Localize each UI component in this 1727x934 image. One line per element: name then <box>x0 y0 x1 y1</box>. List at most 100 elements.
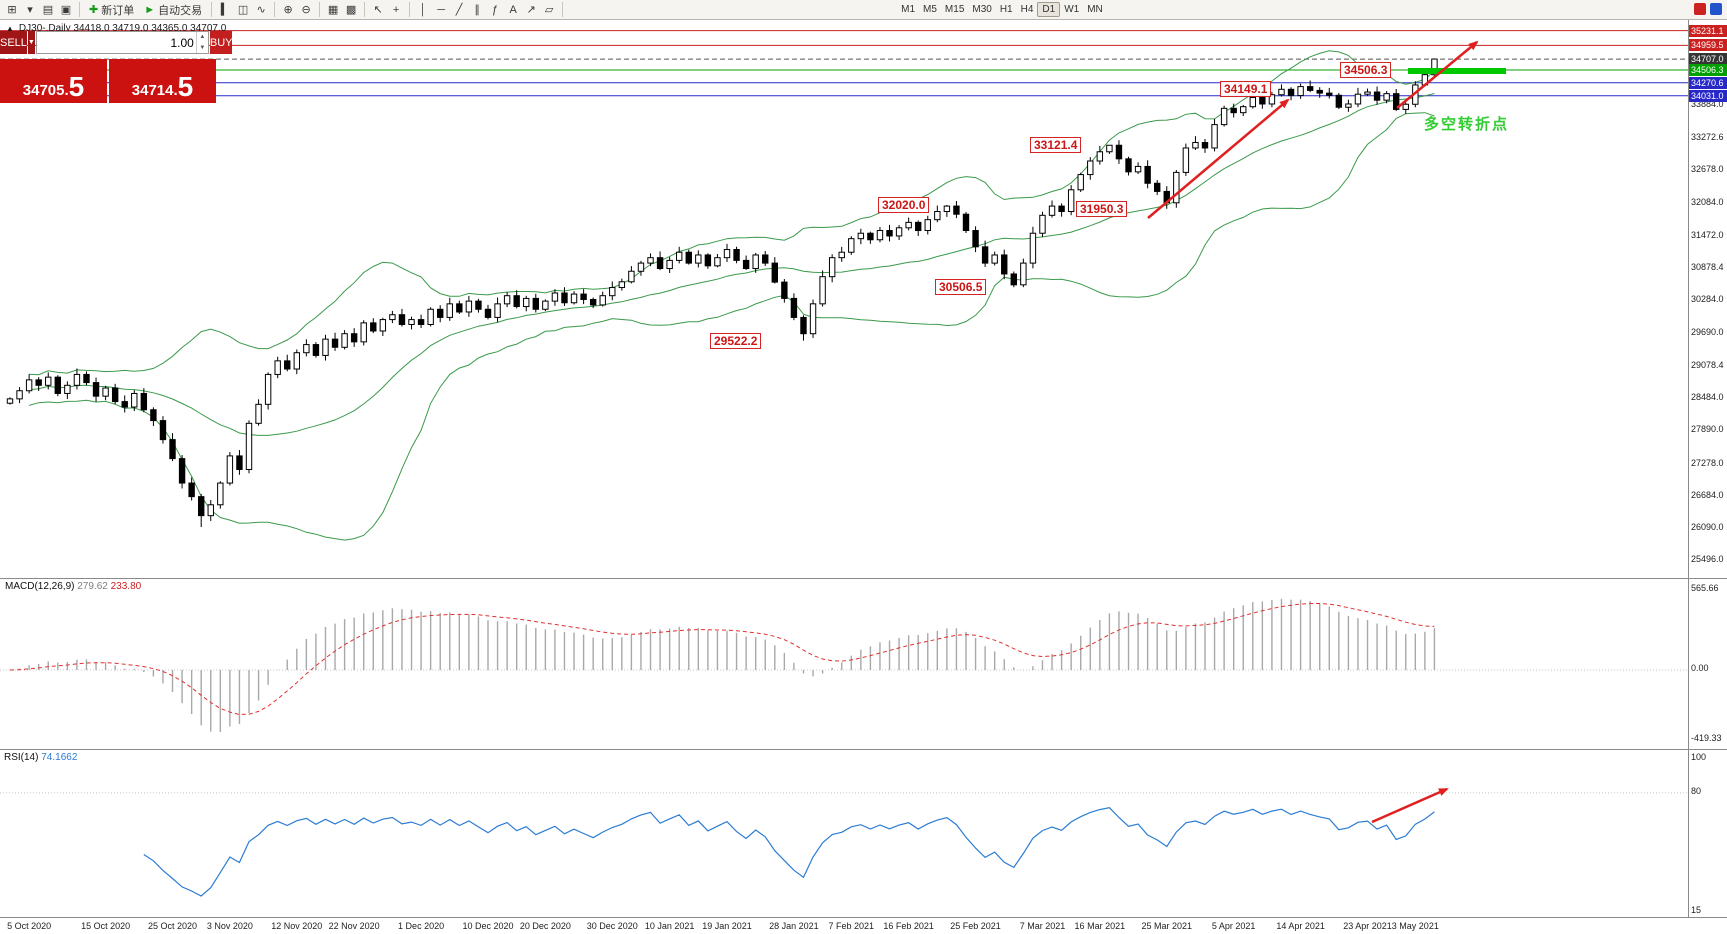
candle-body <box>828 257 836 278</box>
candlestick-chart-icon[interactable]: ◫ <box>237 4 249 16</box>
period-button-W1[interactable]: W1 <box>1064 4 1080 15</box>
auto-trading-button-icon: ► <box>144 3 156 16</box>
time-axis-label: 22 Nov 2020 <box>328 921 380 931</box>
chart-list-dropdown-icon[interactable]: ▾ <box>27 4 33 16</box>
period-button-M30[interactable]: M30 <box>972 4 992 15</box>
tile-windows-icon[interactable]: ▦ <box>327 4 339 16</box>
lot-size-stepper[interactable]: ▲ ▼ <box>195 32 208 53</box>
arrow-tool-icon[interactable]: ↗ <box>526 4 536 16</box>
candle-body <box>131 392 138 408</box>
price-annotation[interactable]: 32020.0 <box>878 196 930 213</box>
price-annotation[interactable]: 30506.5 <box>935 279 987 296</box>
bollinger-band-line[interactable] <box>29 50 1435 376</box>
trend-note[interactable]: 多空转折点 <box>1424 116 1510 133</box>
order-type-dropdown-icon[interactable]: ▼ <box>27 31 35 54</box>
zoom-in-icon[interactable]: ⊕ <box>283 4 293 16</box>
time-axis-label: 28 Jan 2021 <box>769 921 819 931</box>
crosshair-icon[interactable]: + <box>392 3 400 16</box>
price-annotation[interactable]: 34506.3 <box>1340 61 1392 78</box>
new-order-button[interactable]: ✚ 新订单 <box>84 2 139 18</box>
price-annotation[interactable]: 33121.4 <box>1030 137 1082 154</box>
sell-price-box[interactable]: 34705. 5 <box>0 59 107 103</box>
candle-body <box>226 455 234 484</box>
candle-body <box>360 322 367 343</box>
symbol-marker-icon: ▲ <box>6 24 14 33</box>
period-button-M15[interactable]: M15 <box>944 4 965 15</box>
period-button-MN[interactable]: MN <box>1087 4 1103 15</box>
candle-body <box>1393 93 1400 110</box>
candle-body <box>494 303 501 318</box>
candle-body <box>341 333 348 348</box>
misc-window-icon-blue[interactable] <box>1710 3 1722 15</box>
trend-arrow[interactable] <box>1396 40 1479 109</box>
candle-body <box>370 322 377 332</box>
bollinger-band-line[interactable] <box>29 93 1435 436</box>
candle-body <box>981 246 989 264</box>
bar-chart-icon[interactable]: ▍ <box>220 4 230 16</box>
profiles-icon[interactable]: ▤ <box>42 4 54 16</box>
cascade-windows-icon[interactable]: ▩ <box>345 4 357 16</box>
bollinger-band-line[interactable] <box>28 112 1435 541</box>
window-icon[interactable]: ▣ <box>60 4 72 16</box>
price-annotation[interactable]: 31950.3 <box>1076 200 1128 217</box>
macd-panel-separator[interactable] <box>0 578 1727 579</box>
vertical-line-tool-icon[interactable]: │ <box>419 3 427 16</box>
price-axis-label: 31472.0 <box>1691 229 1724 240</box>
candle-body <box>1134 165 1142 173</box>
sell-button[interactable]: SELL <box>0 31 27 54</box>
period-button-M1[interactable]: M1 <box>901 4 916 15</box>
channel-tool-icon[interactable]: ∥ <box>474 4 480 16</box>
period-button-H1[interactable]: H1 <box>999 4 1013 15</box>
candle-body <box>647 257 654 264</box>
buy-price-box[interactable]: 34714. 5 <box>109 59 216 103</box>
candle-body <box>140 392 148 411</box>
text-tool-icon[interactable]: A <box>509 3 517 16</box>
horizontal-line-tool-icon[interactable]: ─ <box>437 3 445 16</box>
main-chart-layer[interactable] <box>0 30 1688 541</box>
trend-arrow[interactable] <box>1371 787 1449 824</box>
time-axis-label: 10 Jan 2021 <box>644 921 695 931</box>
candle-body <box>876 230 884 241</box>
period-button-M5[interactable]: M5 <box>923 4 937 15</box>
price-annotation[interactable]: 29522.2 <box>710 332 762 349</box>
candle-body <box>685 251 692 264</box>
step-up-icon[interactable]: ▲ <box>199 34 206 41</box>
candle-body <box>1354 93 1362 105</box>
candle-body <box>1306 86 1314 91</box>
time-axis-label: 30 Dec 2020 <box>586 921 638 931</box>
candle-body <box>609 287 616 297</box>
zoom-out-icon[interactable]: ⊖ <box>301 4 311 16</box>
time-axis-label: 1 Dec 2020 <box>398 921 445 931</box>
candle-body <box>312 344 320 356</box>
buy-button[interactable]: BUY <box>209 31 233 54</box>
macd-axis-label: -419.33 <box>1691 733 1722 743</box>
price-axis-badge: 34959.5 <box>1689 39 1727 52</box>
shapes-tool-icon[interactable]: ▱ <box>544 4 554 16</box>
candle-body <box>943 205 951 213</box>
new-chart-icon[interactable]: ⊞ <box>7 4 17 16</box>
candle-body <box>1144 165 1151 184</box>
trendline-tool-icon[interactable]: ╱ <box>455 4 463 16</box>
candle-body <box>953 205 960 215</box>
price-axis-badge: 34270.6 <box>1689 76 1727 89</box>
period-button-D1[interactable]: D1 <box>1037 2 1061 17</box>
macd-layer[interactable] <box>0 598 1688 732</box>
period-button-H4[interactable]: H4 <box>1020 4 1034 15</box>
trend-arrow[interactable] <box>1147 98 1290 219</box>
lot-size-input[interactable] <box>36 32 196 53</box>
candle-body <box>790 297 798 318</box>
fibonacci-tool-icon[interactable]: ƒ <box>492 3 499 16</box>
line-chart-icon[interactable]: ∿ <box>256 4 266 16</box>
misc-window-icon-red[interactable] <box>1694 3 1706 15</box>
candle-body <box>437 308 444 318</box>
candle-body <box>1259 96 1266 105</box>
rsi-layer[interactable] <box>0 792 1688 897</box>
auto-trading-button[interactable]: ► 自动交易 <box>139 2 207 18</box>
candle-body <box>1192 142 1199 149</box>
rsi-panel-separator[interactable] <box>0 749 1727 750</box>
cursor-icon[interactable]: ↖ <box>373 4 383 16</box>
candle-body <box>1154 182 1161 192</box>
step-down-icon[interactable]: ▼ <box>199 44 206 51</box>
price-annotation[interactable]: 34149.1 <box>1220 81 1272 98</box>
